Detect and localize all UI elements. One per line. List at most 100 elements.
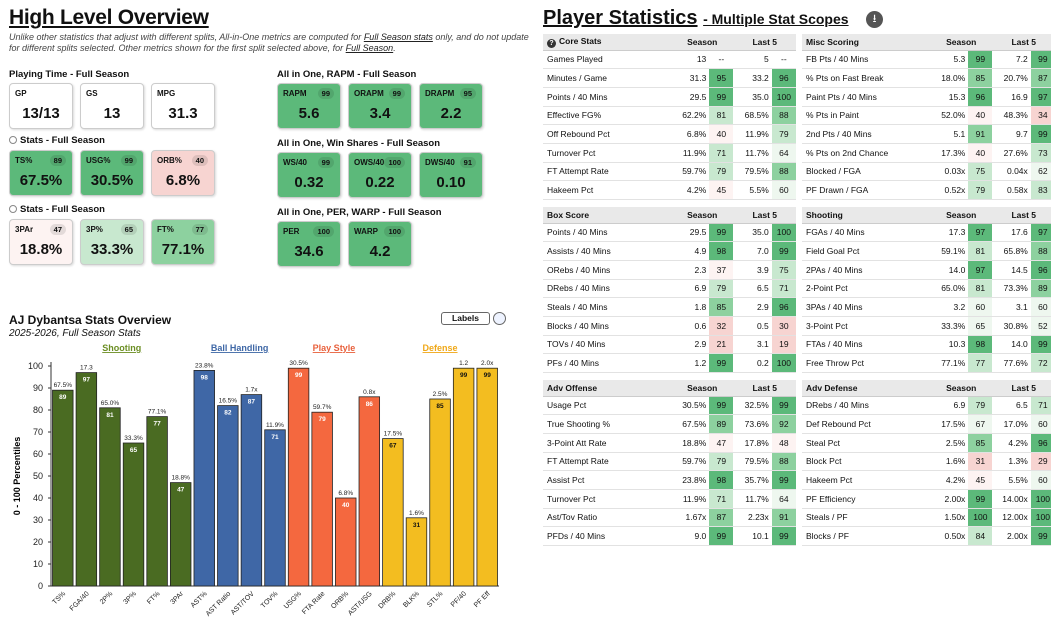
download-icon[interactable]: ⭳ [866, 11, 883, 28]
percentile-rank: 99 [1030, 335, 1051, 355]
table-row: Hakeem Pct 4.2% 45 5.5% 60 [802, 470, 1051, 490]
percentile-rank: 64 [771, 143, 796, 163]
labels-toggle-switch[interactable] [493, 312, 506, 325]
percentile-rank: 45 [709, 180, 734, 200]
y-tick-label: 20 [33, 537, 43, 547]
table-row: % Pts on 2nd Chance 17.3% 40 27.6% 73 [802, 143, 1051, 163]
table-row: Steals / 40 Mins 1.8 85 2.9 96 [543, 297, 796, 317]
radio-icon[interactable] [9, 205, 17, 213]
bar-raw-label: 2.0x [481, 360, 494, 367]
bar-raw-label: 77.1% [148, 409, 167, 416]
y-tick-label: 50 [33, 471, 43, 481]
percentile-rank: 29 [1030, 452, 1051, 472]
x-tick-label: PF Eff [473, 590, 492, 609]
stat-value: 2.5% [930, 433, 969, 453]
x-tick-label: 3PAr [170, 590, 186, 606]
x-tick-label: FT% [146, 590, 161, 605]
percentile-rank: 96 [771, 297, 796, 317]
x-tick-label: AST/TOV [230, 590, 256, 616]
percentile-rank: 79 [709, 452, 734, 472]
stat-value: 0.5 [733, 316, 772, 336]
stat-value: 59.7% [671, 162, 710, 182]
adv-offense-table: Adv Offense Season Last 5 Usage Pct 30.5% 99 3… [543, 380, 796, 546]
info-icon[interactable]: ? [547, 38, 556, 48]
bar-percentile-label: 40 [342, 502, 350, 509]
stat-name: FT Attempt Rate [543, 452, 671, 472]
stat-value: 5.5% [733, 180, 772, 200]
y-tick-label: 80 [33, 405, 43, 415]
stat-value: 30.8% [992, 316, 1031, 336]
chart-bar [335, 497, 357, 587]
full-season-stats-link[interactable]: Full Season stats [363, 32, 433, 42]
stat-name: Steal Pct [802, 433, 930, 453]
stat-value: 2.9 [733, 297, 772, 317]
percentile-rank: 85 [709, 297, 734, 317]
chart-bar [405, 517, 428, 587]
bar-percentile-label: 31 [413, 522, 421, 529]
stat-value: 5.5% [992, 470, 1031, 490]
stat-value: 1.6% [930, 452, 969, 472]
stat-name: Paint Pts / 40 Mins [802, 87, 930, 107]
percentile-rank: 81 [968, 279, 993, 299]
table-row: TOVs / 40 Mins 2.9 21 3.1 19 [543, 335, 796, 355]
stat-value: 23.8% [671, 470, 710, 490]
table-row: Paint Pts / 40 Mins 15.3 96 16.9 97 [802, 87, 1051, 107]
labels-toggle-button[interactable]: Labels [441, 312, 490, 325]
bar-percentile-label: 65 [130, 447, 138, 454]
stat-value: 11.9% [671, 143, 710, 163]
stat-value: 5.1 [930, 124, 969, 144]
x-tick-label: USG% [283, 590, 303, 610]
full-season-link[interactable]: Full Season [345, 43, 394, 53]
percentile-rank: 65 [968, 316, 993, 336]
stat-name: Ast/Tov Ratio [543, 508, 671, 528]
ft-card: FT% 77 77.1% [151, 219, 215, 265]
bar-raw-label: 2.5% [433, 391, 448, 398]
stat-value: 32.5% [733, 396, 772, 416]
bar-raw-label: 17.3 [80, 365, 93, 372]
table-row: Effective FG% 62.2% 81 68.5% 88 [543, 106, 796, 126]
percentile-rank: 97 [968, 260, 993, 280]
percentile-rank: 21 [709, 335, 734, 355]
table-row: Blocks / PF 0.50x 84 2.00x 99 [802, 526, 1051, 546]
stat-value: 12.00x [992, 508, 1031, 528]
stat-name: PF Drawn / FGA [802, 180, 930, 200]
table-row: FGAs / 40 Mins 17.3 97 17.6 97 [802, 223, 1051, 243]
percentile-rank: 32 [709, 316, 734, 336]
percentile-rank: 52 [1030, 316, 1051, 336]
stat-value: 3.1 [733, 335, 772, 355]
stat-value: 2.3 [671, 260, 710, 280]
table-row: FT Attempt Rate 59.7% 79 79.5% 88 [543, 162, 796, 182]
ows40-card: OWS/40 100 0.22 [348, 152, 412, 198]
stat-value: 10.1 [733, 526, 772, 546]
radio-icon[interactable] [9, 136, 17, 144]
chart-bar [217, 405, 239, 587]
bar-raw-label: 23.8% [195, 362, 214, 369]
table-row: Assist Pct 23.8% 98 35.7% 99 [543, 470, 796, 490]
percentile-rank: 96 [968, 87, 993, 107]
chart-bar [452, 367, 475, 587]
y-tick-label: 30 [33, 515, 43, 525]
stat-name: % Pts on 2nd Chance [802, 143, 930, 163]
box-score-table: Box Score Season Last 5 Points / 40 Mins 29.… [543, 207, 796, 373]
stat-value: 7.0 [733, 241, 772, 261]
stat-value: 15.3 [930, 87, 969, 107]
rapm-group-label: All in One, RAPM - Full Season [277, 69, 417, 80]
chart-subtitle: 2025-2026, Full Season Stats [9, 328, 141, 339]
chart-bar [99, 407, 121, 587]
stat-value: 27.6% [992, 143, 1031, 163]
percentile-rank: 83 [1030, 180, 1051, 200]
percentile-rank: 84 [968, 526, 993, 546]
stat-value: 14.0 [930, 260, 969, 280]
bar-percentile-label: 71 [271, 434, 279, 441]
stat-value: 20.7% [992, 68, 1031, 88]
stat-value: 2.00x [992, 526, 1031, 546]
percentile-rank: 87 [709, 508, 734, 528]
stat-value: 17.0% [992, 414, 1031, 434]
bar-percentile-label: 89 [59, 394, 67, 401]
table-row: Minutes / Game 31.3 95 33.2 96 [543, 68, 796, 88]
last5-column-header: Last 5 [733, 34, 796, 51]
core-stats-table: ? Core Stats Season Last 5 Games Played 13 -- 5… [543, 34, 796, 200]
stat-value: 6.9 [671, 279, 710, 299]
bar-raw-label: 30.5% [289, 360, 308, 367]
bar-raw-label: 6.8% [338, 490, 353, 497]
